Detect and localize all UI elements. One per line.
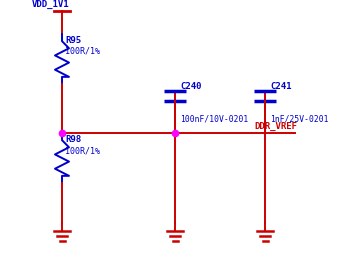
Text: DDR_VREF: DDR_VREF xyxy=(254,122,297,131)
Text: 100R/1%: 100R/1% xyxy=(65,46,100,55)
Text: R98: R98 xyxy=(65,135,81,144)
Text: 100R/1%: 100R/1% xyxy=(65,147,100,156)
Text: VDD_1V1: VDD_1V1 xyxy=(32,0,70,9)
Text: 1nF/25V-0201: 1nF/25V-0201 xyxy=(270,114,328,123)
Text: C241: C241 xyxy=(270,82,291,91)
Text: C240: C240 xyxy=(180,82,201,91)
Text: 100nF/10V-0201: 100nF/10V-0201 xyxy=(180,114,248,123)
Text: R95: R95 xyxy=(65,36,81,45)
